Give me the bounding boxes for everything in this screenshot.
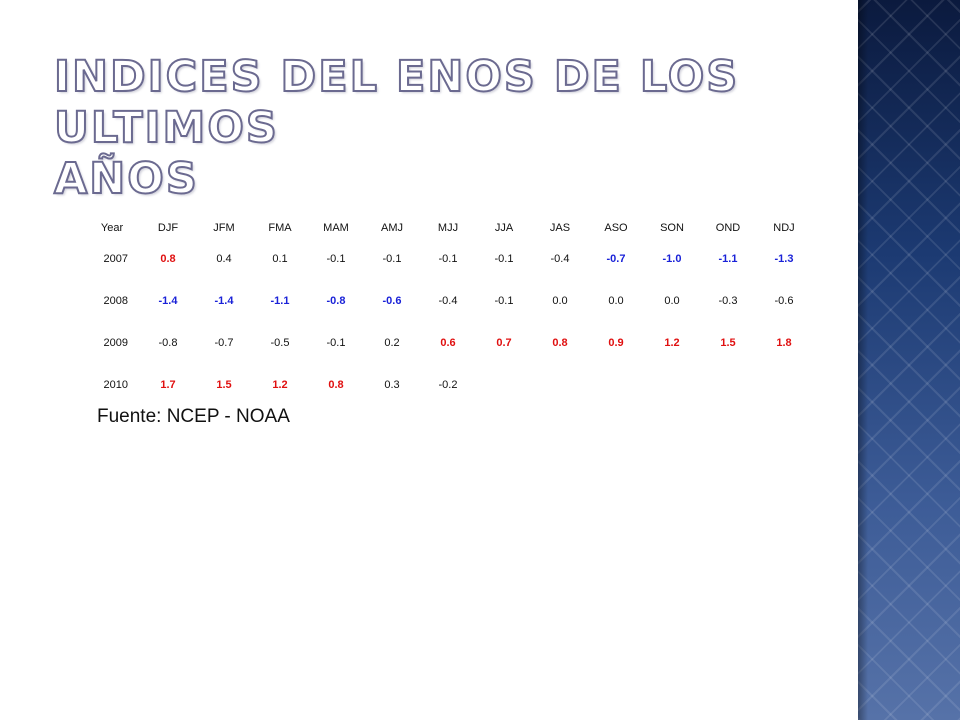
col-header-son: SON xyxy=(660,222,684,234)
table-cell: -0.7 xyxy=(214,337,234,349)
table-cell: 0.8 xyxy=(160,253,176,265)
col-header-fma: FMA xyxy=(268,222,292,234)
col-header-ond: OND xyxy=(715,222,741,234)
table-cell: -0.1 xyxy=(494,253,514,265)
table-cell: 1.5 xyxy=(216,379,232,391)
table-cell: -0.3 xyxy=(718,295,738,307)
row-year-cell: 2008 xyxy=(103,295,128,307)
table-cell: -1.4 xyxy=(214,295,234,307)
table-cell: 1.8 xyxy=(776,337,792,349)
row-year-cell: 2009 xyxy=(103,337,128,349)
table-cell: 0.8 xyxy=(328,379,344,391)
table-row: 2010 1.7 1.5 1.2 0.8 0.3 -0.2 xyxy=(84,364,812,406)
slide-title: Indices del ENOS de los ultimos años xyxy=(53,51,834,205)
table-cell: -0.1 xyxy=(494,295,514,307)
table-cell: -0.1 xyxy=(438,253,458,265)
table-cell: -1.1 xyxy=(718,253,738,265)
col-header-year: Year xyxy=(100,222,124,234)
slide-title-line-1: Indices del ENOS de los ultimos xyxy=(53,51,740,154)
table-cell: -0.7 xyxy=(606,253,626,265)
col-header-ndj: NDJ xyxy=(773,222,795,234)
table-cell: -0.2 xyxy=(438,379,458,391)
table-cell: 0.4 xyxy=(216,253,232,265)
table-row: 2008 -1.4 -1.4 -1.1 -0.8 -0.6 -0.4 -0.1 0.0 0.0 0.… xyxy=(84,280,812,322)
source-note: Fuente: NCEP - NOAA xyxy=(97,406,290,427)
table-cell: -0.4 xyxy=(550,253,570,265)
table-cell: 0.3 xyxy=(384,379,400,391)
table-cell: 1.2 xyxy=(664,337,680,349)
col-header-djf: DJF xyxy=(157,222,179,234)
table-row: 2007 0.8 0.4 0.1 -0.1 -0.1 -0.1 -0.1 -0.4 -0.7 -1.… xyxy=(84,238,812,280)
col-header-mjj: MJJ xyxy=(437,222,459,234)
row-year-cell: 2010 xyxy=(103,379,128,391)
table-header-row: Year DJF JFM FMA MAM AMJ MJJ JJA JAS ASO… xyxy=(84,218,812,238)
table-cell: -0.6 xyxy=(382,295,402,307)
slide-content: Indices del ENOS de los ultimos años Yea… xyxy=(53,51,834,427)
table-cell xyxy=(644,364,700,406)
table-cell: -0.5 xyxy=(270,337,290,349)
table-cell xyxy=(476,364,532,406)
table-cell: -0.1 xyxy=(382,253,402,265)
table-cell: 0.2 xyxy=(384,337,400,349)
table-cell: -1.1 xyxy=(270,295,290,307)
table-row: 2009 -0.8 -0.7 -0.5 -0.1 0.2 0.6 0.7 0.8 0.9 1.2 1.… xyxy=(84,322,812,364)
col-header-mam: MAM xyxy=(323,222,349,234)
table-body: 2007 0.8 0.4 0.1 -0.1 -0.1 -0.1 -0.1 -0.4 -0.7 -1.… xyxy=(84,238,812,406)
col-header-jas: JAS xyxy=(549,222,571,234)
table-cell: 1.7 xyxy=(160,379,176,391)
col-header-aso: ASO xyxy=(604,222,628,234)
table-cell xyxy=(588,364,644,406)
row-year-cell: 2007 xyxy=(103,253,128,265)
table-cell: 1.2 xyxy=(272,379,288,391)
table-cell: -0.8 xyxy=(158,337,178,349)
table-cell: -0.1 xyxy=(326,337,346,349)
table-cell: -0.6 xyxy=(774,295,794,307)
table-cell xyxy=(700,364,756,406)
decorative-side-panel xyxy=(858,0,960,720)
table-cell xyxy=(756,364,812,406)
table-cell: 0.0 xyxy=(664,295,680,307)
col-header-jja: JJA xyxy=(494,222,514,234)
table-cell: 0.1 xyxy=(272,253,288,265)
table-cell: -1.3 xyxy=(774,253,794,265)
table-cell: 0.6 xyxy=(440,337,456,349)
table-cell: -0.1 xyxy=(326,253,346,265)
col-header-amj: AMJ xyxy=(381,222,403,234)
table-cell: 1.5 xyxy=(720,337,736,349)
table-cell: -0.4 xyxy=(438,295,458,307)
table-cell: 0.9 xyxy=(608,337,624,349)
table-cell: 0.8 xyxy=(552,337,568,349)
table-cell: -0.8 xyxy=(326,295,346,307)
table-cell: 0.0 xyxy=(608,295,624,307)
table-cell: -1.0 xyxy=(662,253,682,265)
slide-title-line-2: años xyxy=(53,153,199,205)
col-header-jfm: JFM xyxy=(213,222,235,234)
table-cell: 0.7 xyxy=(496,337,512,349)
table-cell: 0.0 xyxy=(552,295,568,307)
enos-index-table: Year DJF JFM FMA MAM AMJ MJJ JJA JAS ASO… xyxy=(84,218,812,406)
table-cell xyxy=(532,364,588,406)
table-cell: -1.4 xyxy=(158,295,178,307)
